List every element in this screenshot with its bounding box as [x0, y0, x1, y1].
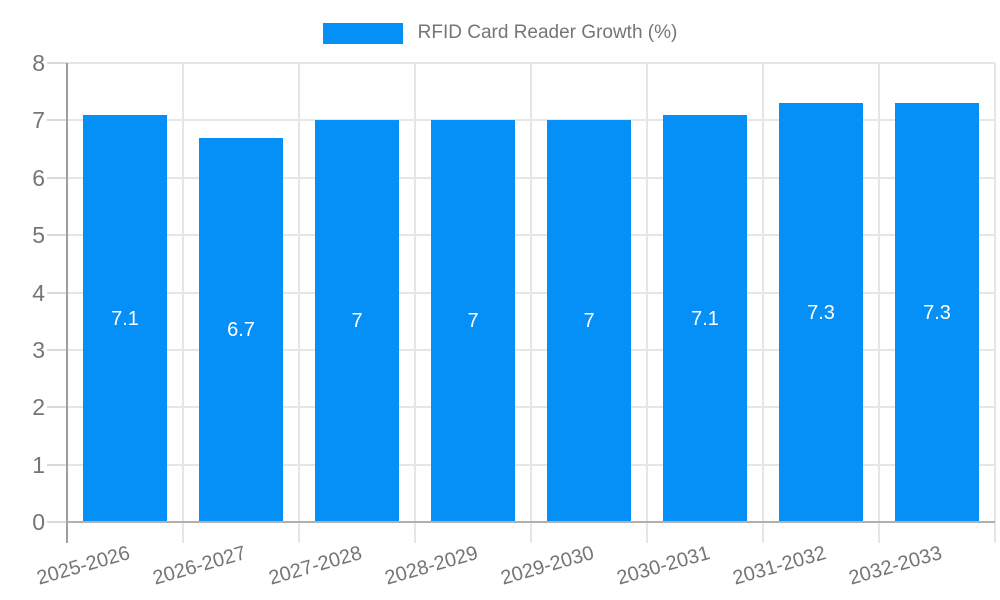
legend-swatch [322, 22, 403, 44]
y-axis-tick [47, 349, 67, 351]
bar[interactable] [199, 138, 283, 522]
y-axis-tick-label: 8 [32, 50, 45, 76]
bar[interactable] [547, 120, 631, 522]
y-axis-tick-label: 6 [32, 165, 45, 191]
y-axis-tick [47, 464, 67, 466]
x-axis-line [67, 521, 995, 523]
y-axis-tick [47, 521, 67, 523]
y-axis-tick [47, 292, 67, 294]
y-axis-tick-label: 2 [32, 394, 45, 420]
bar[interactable] [315, 120, 399, 522]
y-axis-tick [47, 234, 67, 236]
x-axis-tick-label: 2027-2028 [266, 542, 365, 590]
y-axis-line [66, 63, 68, 543]
y-axis-tick-label: 5 [32, 222, 45, 248]
gridline-vertical [414, 63, 416, 543]
x-axis-tick-label: 2029-2030 [498, 542, 597, 590]
x-axis-tick-label: 2032-2033 [846, 542, 945, 590]
bar[interactable] [779, 103, 863, 522]
gridline-vertical [298, 63, 300, 543]
legend: RFID Card Reader Growth (%) [0, 20, 1000, 46]
y-axis-tick [47, 119, 67, 121]
gridline-vertical [530, 63, 532, 543]
bar-value-label: 7.3 [923, 302, 951, 324]
x-axis-tick-label: 2026-2027 [150, 542, 249, 590]
gridline-vertical [182, 63, 184, 543]
y-axis-tick [47, 406, 67, 408]
gridline-vertical [762, 63, 764, 543]
y-axis-tick [47, 177, 67, 179]
bar-value-label: 7.3 [807, 302, 835, 324]
bar[interactable] [431, 120, 515, 522]
bar-value-label: 7 [351, 310, 363, 332]
bar-value-label: 7.1 [691, 308, 719, 330]
bar[interactable] [663, 115, 747, 522]
x-axis-tick-label: 2030-2031 [614, 542, 713, 590]
gridline-vertical [878, 63, 880, 543]
y-axis-tick-label: 4 [32, 280, 45, 306]
x-axis-tick-label: 2025-2026 [34, 542, 133, 590]
y-axis-tick-label: 1 [32, 452, 45, 478]
bar-value-label: 6.7 [227, 319, 255, 341]
x-axis-tick-label: 2028-2029 [382, 542, 481, 590]
y-axis-tick [47, 62, 67, 64]
bar-value-label: 7 [583, 310, 595, 332]
gridline-vertical [646, 63, 648, 543]
bar[interactable] [83, 115, 167, 522]
bar-value-label: 7.1 [111, 308, 139, 330]
bar[interactable] [895, 103, 979, 522]
legend-label: RFID Card Reader Growth (%) [417, 22, 678, 43]
x-axis-tick-label: 2031-2032 [730, 542, 829, 590]
y-axis-tick-label: 0 [32, 509, 45, 535]
gridline-vertical [994, 63, 996, 543]
y-axis-tick-label: 7 [32, 107, 45, 133]
bar-value-label: 7 [467, 310, 479, 332]
y-axis-tick-label: 3 [32, 337, 45, 363]
